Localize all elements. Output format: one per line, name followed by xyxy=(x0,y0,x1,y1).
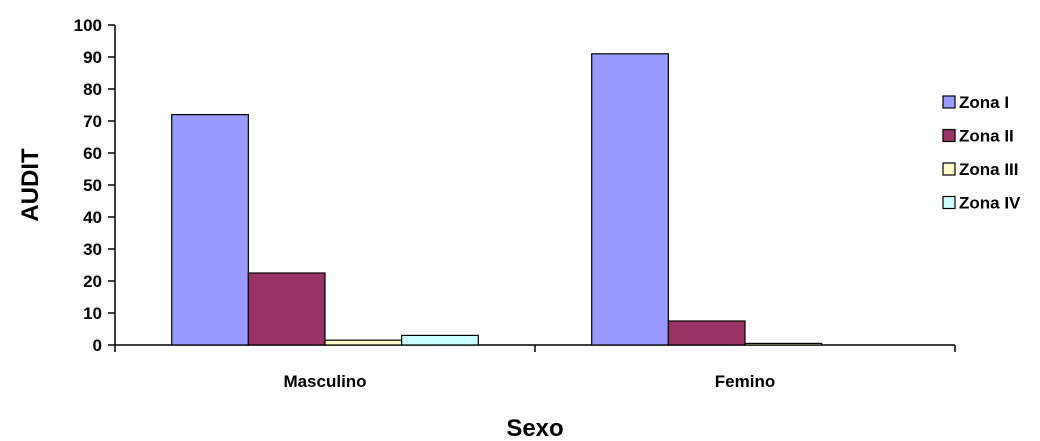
bar-zona-ii-femino xyxy=(667,320,746,346)
y-tick-label: 80 xyxy=(83,80,102,99)
legend-swatch xyxy=(942,95,956,109)
bars xyxy=(171,53,823,346)
legend: Zona I Zona II Zona III Zona IV xyxy=(942,93,1021,213)
x-category-label: Masculino xyxy=(283,372,366,391)
bar-zona-i-masculino xyxy=(171,113,249,346)
bar-zona-iv-masculino xyxy=(401,334,479,346)
y-axis-title: AUDIT xyxy=(17,148,44,222)
bar-zona-ii-masculino xyxy=(247,272,326,346)
y-tick-label: 100 xyxy=(74,16,102,35)
legend-label: Zona IV xyxy=(959,194,1021,213)
y-tick-label: 90 xyxy=(83,48,102,67)
legend-label: Zona I xyxy=(959,93,1009,112)
legend-swatch xyxy=(942,128,956,143)
bar-zona-i-femino xyxy=(591,53,669,346)
y-tick-label: 10 xyxy=(83,304,102,323)
y-tick-label: 50 xyxy=(83,176,102,195)
y-tick-label: 20 xyxy=(83,272,102,291)
x-axis-title: Sexo xyxy=(506,415,563,441)
x-axis: Masculino Femino xyxy=(114,344,956,391)
legend-swatch xyxy=(942,195,956,210)
x-category-label: Femino xyxy=(715,372,775,391)
bar-zona-iii-masculino xyxy=(324,339,403,346)
y-tick-label: 30 xyxy=(83,240,102,259)
y-tick-label: 60 xyxy=(83,144,102,163)
bar-zona-iii-femino xyxy=(744,342,823,346)
y-tick-label: 40 xyxy=(83,208,102,227)
y-tick-label: 0 xyxy=(93,336,102,355)
legend-label: Zona III xyxy=(959,160,1019,179)
y-axis: 0 10 20 30 40 50 60 70 80 90 100 xyxy=(74,16,116,355)
y-tick-label: 70 xyxy=(83,112,102,131)
legend-swatch xyxy=(942,162,956,176)
legend-label: Zona II xyxy=(959,127,1014,146)
